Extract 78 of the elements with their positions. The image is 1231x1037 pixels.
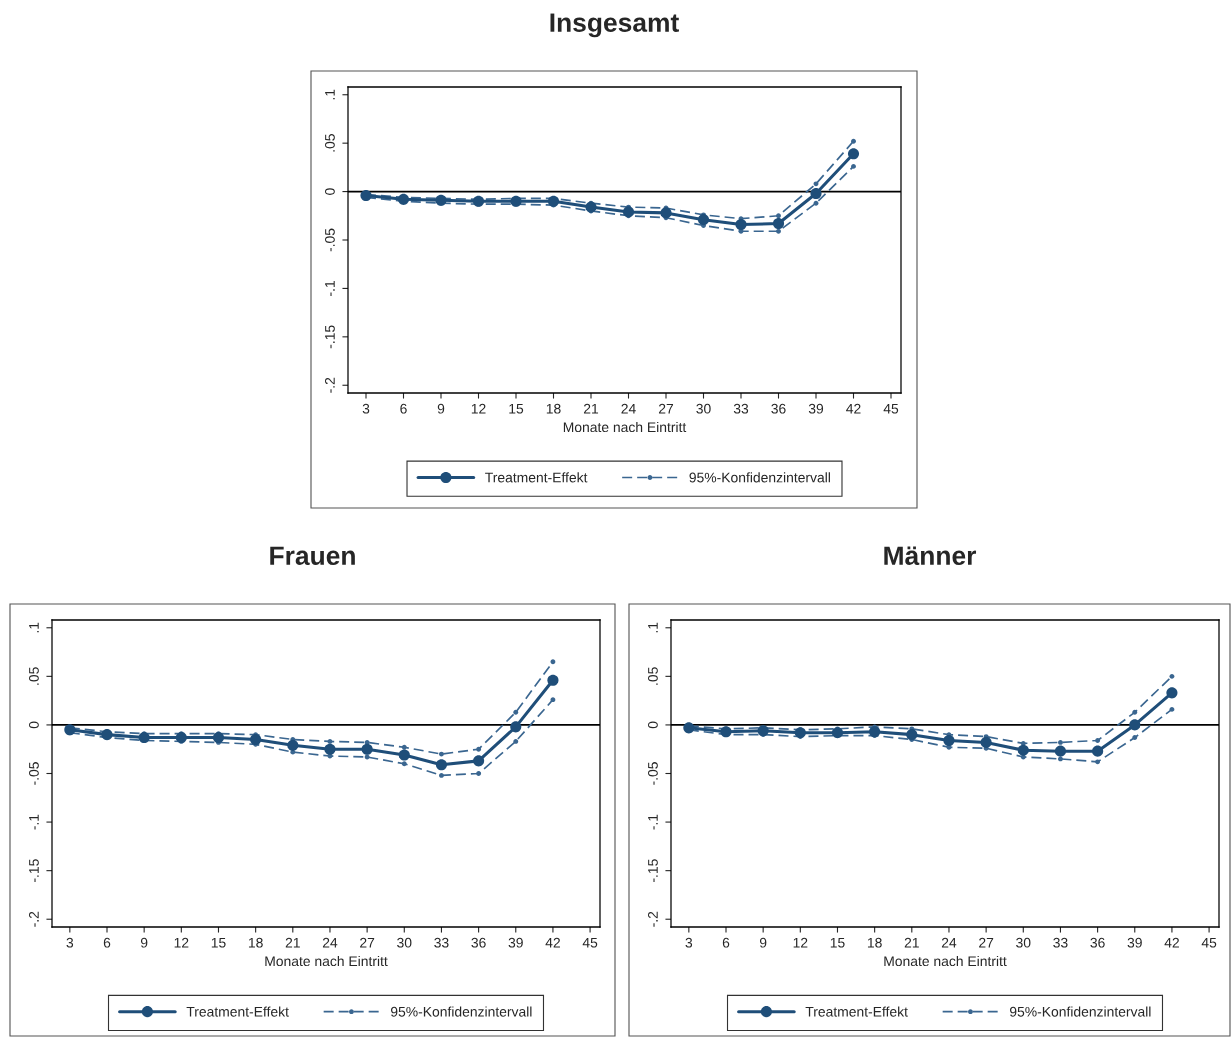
x-tick-label: 6 — [103, 937, 111, 948]
x-tick-label: 12 — [471, 403, 486, 414]
y-tick-label: -.05 — [648, 762, 658, 785]
y-tick-label: -.05 — [29, 762, 39, 785]
y-tick-label: -.2 — [325, 377, 335, 393]
x-tick-label: 24 — [621, 403, 636, 414]
y-tick-label: -.2 — [29, 911, 39, 927]
x-axis-title: Monate nach Eintritt — [884, 955, 1007, 967]
x-tick-label: 21 — [904, 937, 919, 948]
x-tick-label: 42 — [1164, 937, 1179, 948]
x-tick-label: 15 — [211, 937, 226, 948]
x-tick-label: 15 — [830, 937, 845, 948]
y-tick-label: .1 — [648, 622, 658, 633]
x-tick-label: 18 — [248, 937, 263, 948]
legend-label: 95%-Konfidenzintervall — [390, 1006, 532, 1017]
x-tick-label: 6 — [722, 937, 730, 948]
y-tick-label: .1 — [29, 622, 39, 633]
y-tick-label: -.2 — [648, 911, 658, 927]
y-tick-label: -.1 — [325, 280, 335, 296]
y-tick-label: .05 — [29, 667, 39, 685]
x-tick-label: 27 — [979, 937, 994, 948]
x-tick-label: 21 — [583, 403, 599, 414]
x-axis-title: Monate nach Eintritt — [563, 421, 687, 433]
x-tick-label: 3 — [685, 937, 693, 948]
x-tick-label: 6 — [400, 403, 407, 414]
y-tick-label: -.05 — [325, 228, 335, 252]
y-tick-label: -.15 — [325, 325, 335, 349]
x-tick-label: 30 — [1016, 937, 1031, 948]
x-tick-label: 12 — [793, 937, 808, 948]
x-tick-label: 39 — [808, 403, 824, 414]
x-tick-label: 9 — [759, 937, 767, 948]
y-tick-label: -.15 — [648, 859, 658, 882]
x-tick-label: 9 — [437, 403, 445, 414]
x-tick-label: 30 — [696, 403, 711, 414]
x-tick-label: 36 — [471, 937, 486, 948]
chart-title: Männer — [884, 546, 977, 566]
y-tick-label: -.1 — [29, 814, 39, 830]
x-tick-label: 18 — [546, 403, 561, 414]
x-tick-label: 24 — [941, 937, 957, 948]
x-tick-label: 3 — [66, 937, 74, 948]
legend-label: Treatment-Effekt — [485, 472, 588, 483]
x-tick-label: 21 — [285, 937, 300, 948]
x-tick-label: 45 — [582, 937, 598, 948]
x-tick-label: 27 — [658, 403, 674, 414]
x-tick-label: 9 — [140, 937, 148, 948]
x-tick-label: 39 — [1127, 937, 1142, 948]
x-tick-label: 45 — [883, 403, 899, 414]
x-tick-label: 36 — [1090, 937, 1105, 948]
x-tick-label: 36 — [771, 403, 786, 414]
legend-label: 95%-Konfidenzintervall — [689, 472, 830, 483]
x-axis-title: Monate nach Eintritt — [265, 955, 388, 967]
x-tick-label: 18 — [867, 937, 882, 948]
y-tick-label: .05 — [648, 667, 658, 685]
x-tick-label: 33 — [434, 937, 449, 948]
legend-label: Treatment-Effekt — [186, 1006, 289, 1017]
x-tick-label: 33 — [1053, 937, 1068, 948]
y-tick-label: -.15 — [29, 859, 39, 882]
x-tick-label: 27 — [360, 937, 375, 948]
x-tick-label: 24 — [322, 937, 338, 948]
y-tick-label: 0 — [29, 721, 39, 729]
x-tick-label: 39 — [508, 937, 523, 948]
chart-title: Insgesamt — [550, 13, 679, 38]
legend-label: 95%-Konfidenzintervall — [1009, 1006, 1151, 1017]
chart-title: Frauen — [270, 546, 355, 566]
x-tick-label: 42 — [545, 937, 560, 948]
y-tick-label: .1 — [325, 89, 335, 100]
legend-label: Treatment-Effekt — [805, 1006, 908, 1017]
x-tick-label: 15 — [509, 403, 524, 414]
y-tick-label: .05 — [325, 134, 335, 152]
x-tick-label: 45 — [1201, 937, 1217, 948]
x-tick-label: 30 — [397, 937, 412, 948]
y-tick-label: -.1 — [648, 814, 658, 830]
x-tick-label: 3 — [362, 403, 370, 414]
y-tick-label: 0 — [325, 188, 335, 195]
y-tick-label: 0 — [648, 721, 658, 729]
x-tick-label: 42 — [846, 403, 861, 414]
x-tick-label: 12 — [174, 937, 189, 948]
x-tick-label: 33 — [733, 403, 749, 414]
